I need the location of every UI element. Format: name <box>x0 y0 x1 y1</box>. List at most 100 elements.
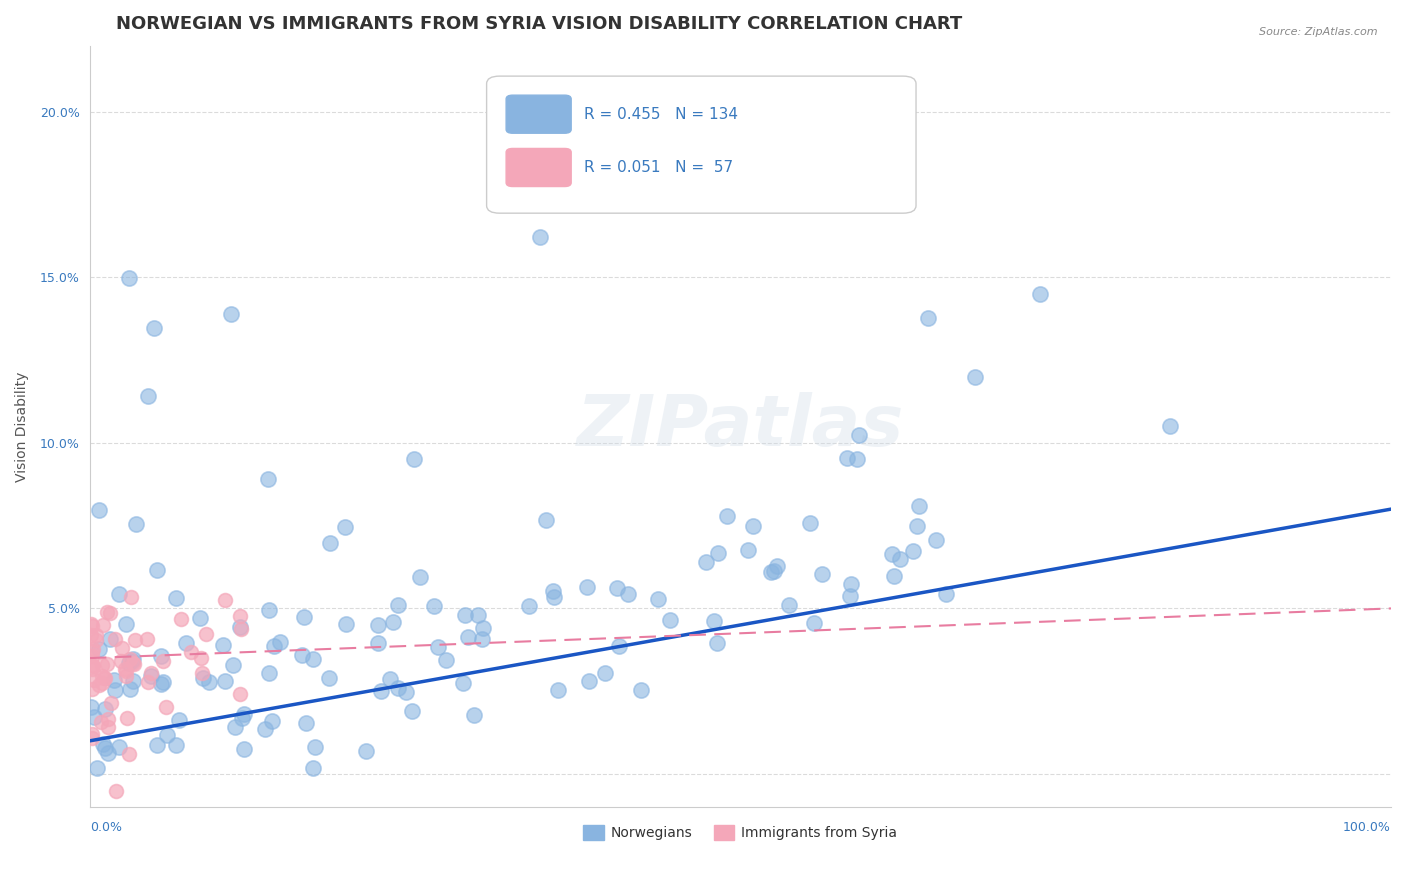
Point <box>1028 287 1050 301</box>
Point <box>742 518 765 533</box>
Point <box>124 657 146 672</box>
Point <box>253 723 276 737</box>
Point <box>152 675 174 690</box>
Point <box>212 638 235 652</box>
Point <box>529 229 551 244</box>
Point <box>122 673 145 688</box>
Point <box>607 639 630 653</box>
Point <box>214 674 236 689</box>
Point <box>233 741 256 756</box>
Point <box>889 552 911 566</box>
Point <box>120 652 142 666</box>
Point <box>762 564 785 578</box>
Text: 0.0%: 0.0% <box>90 821 122 834</box>
Point <box>302 762 325 776</box>
Point <box>110 641 132 656</box>
Point <box>302 652 325 666</box>
Point <box>93 671 115 685</box>
Point <box>706 635 728 649</box>
Text: Source: ZipAtlas.com: Source: ZipAtlas.com <box>1260 27 1378 37</box>
Point <box>617 587 640 601</box>
Point <box>87 641 110 656</box>
Point <box>83 709 105 723</box>
Point <box>149 648 172 663</box>
Point <box>387 681 409 696</box>
Point <box>91 657 114 672</box>
Point <box>925 533 948 548</box>
Point <box>534 513 557 527</box>
Point <box>706 546 728 560</box>
Point <box>80 662 103 676</box>
Point <box>606 582 628 596</box>
Point <box>86 761 108 775</box>
Point <box>454 608 477 623</box>
Point <box>626 129 648 144</box>
Point <box>354 744 377 758</box>
Point <box>291 648 314 663</box>
Point <box>263 639 285 653</box>
Point <box>761 565 783 579</box>
Point <box>80 618 103 632</box>
Point <box>880 547 903 561</box>
Point <box>883 568 905 582</box>
Point <box>848 428 870 442</box>
Point <box>257 665 280 680</box>
Point <box>108 739 131 754</box>
Point <box>471 632 494 647</box>
Point <box>118 682 141 697</box>
Point <box>80 699 103 714</box>
Point <box>779 599 801 613</box>
Point <box>810 567 832 582</box>
Point <box>167 713 190 727</box>
Point <box>395 685 418 699</box>
Point <box>451 676 474 690</box>
Point <box>80 617 103 632</box>
Point <box>82 681 104 696</box>
Point <box>228 620 250 634</box>
Point <box>304 740 326 755</box>
Point <box>378 673 401 687</box>
Point <box>647 591 669 606</box>
Point <box>427 640 450 655</box>
Point <box>233 706 256 721</box>
Point <box>80 644 103 658</box>
Point <box>121 654 143 668</box>
Point <box>630 682 652 697</box>
Point <box>846 452 869 467</box>
Point <box>659 613 682 627</box>
Point <box>737 543 759 558</box>
Point <box>259 602 281 616</box>
Text: R = 0.455   N = 134: R = 0.455 N = 134 <box>585 107 738 121</box>
Point <box>80 628 103 642</box>
Point <box>935 587 957 601</box>
Point <box>165 591 187 606</box>
Point <box>83 673 105 687</box>
Point <box>467 608 489 623</box>
Point <box>543 584 565 599</box>
Point <box>90 669 112 683</box>
Point <box>517 599 540 613</box>
Point <box>90 715 112 730</box>
Point <box>837 450 859 465</box>
Point <box>80 658 103 673</box>
Point <box>335 617 357 632</box>
Point <box>434 653 457 667</box>
Point <box>115 617 138 632</box>
Point <box>839 589 862 603</box>
Point <box>382 615 405 630</box>
Point <box>149 677 172 691</box>
Point <box>367 635 389 649</box>
Point <box>224 720 246 734</box>
Point <box>716 508 738 523</box>
Point <box>408 570 430 584</box>
Point <box>80 648 103 663</box>
Point <box>229 687 252 701</box>
Point <box>401 705 423 719</box>
Point <box>110 654 132 668</box>
FancyBboxPatch shape <box>486 76 917 213</box>
Point <box>82 641 104 656</box>
Point <box>695 556 717 570</box>
Point <box>472 621 495 635</box>
Point <box>839 577 862 591</box>
Point <box>917 311 939 326</box>
